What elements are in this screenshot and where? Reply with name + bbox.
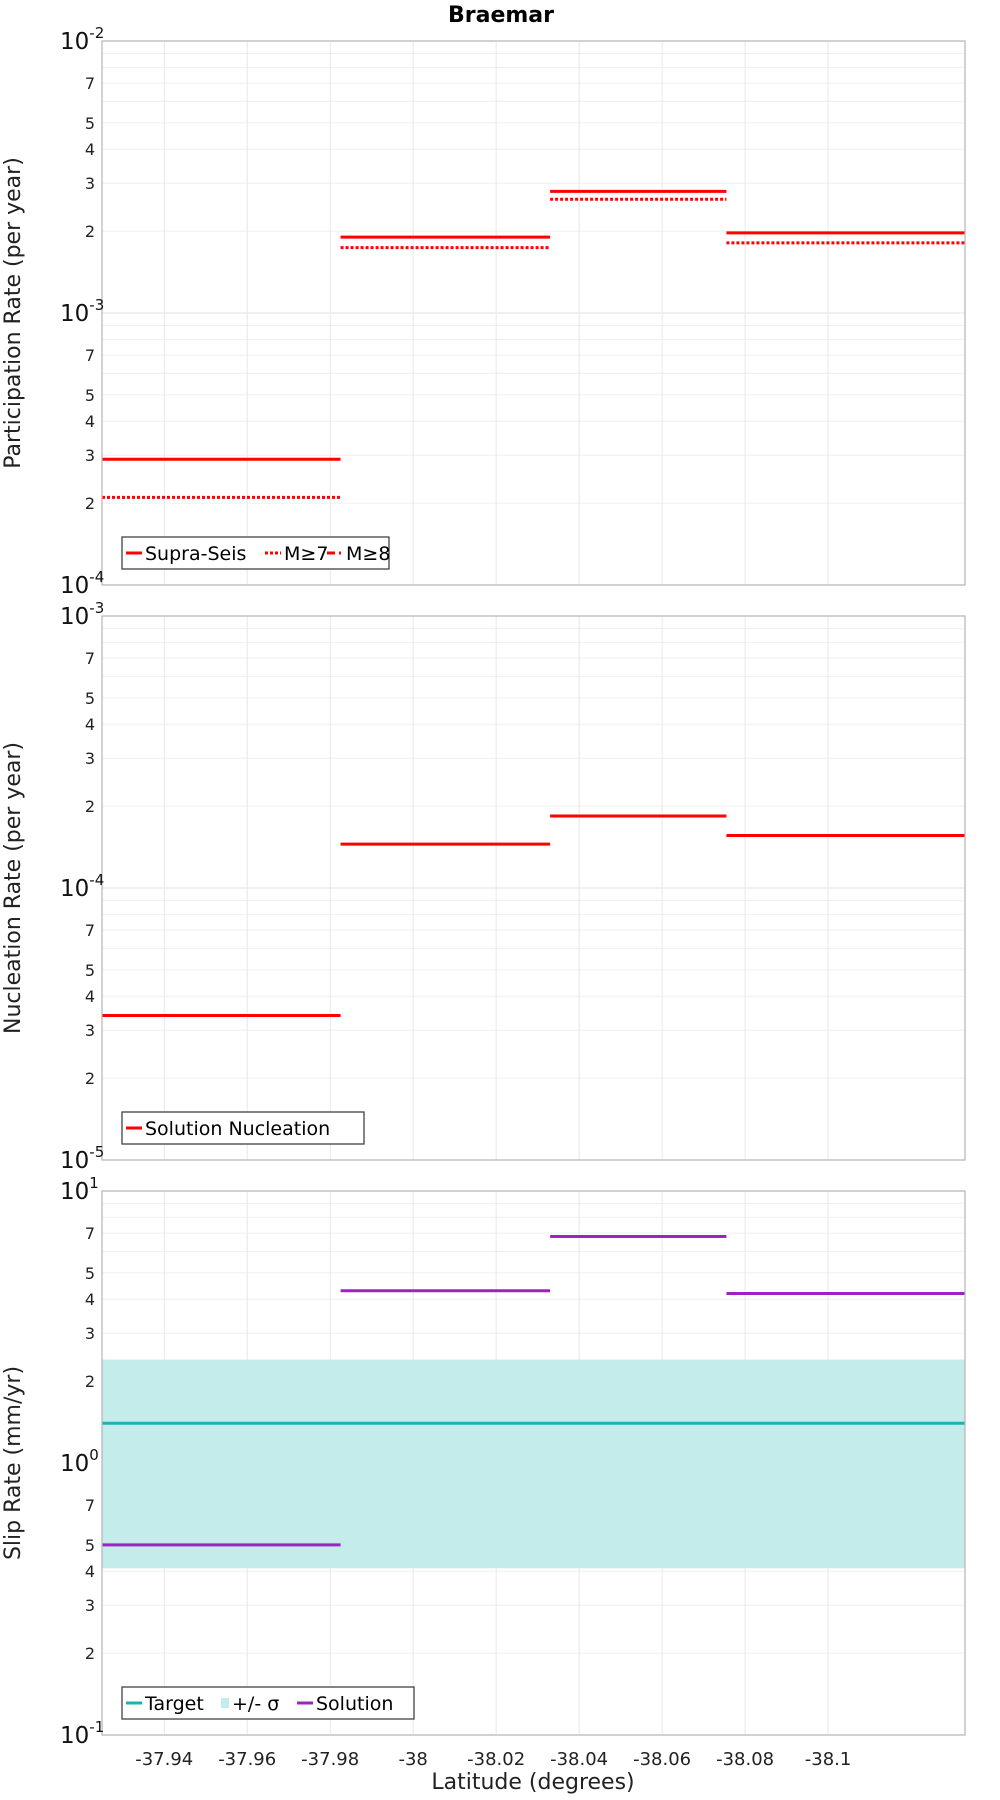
y-minor-tick-label: 2: [85, 1644, 95, 1663]
x-axis-label: Latitude (degrees): [431, 1770, 634, 1795]
y-minor-tick-label: 5: [85, 689, 95, 708]
y-axis-label: Slip Rate (mm/yr): [1, 1366, 26, 1560]
y-minor-tick-label: 2: [85, 797, 95, 816]
plot-frame: [101, 1190, 966, 1736]
sigma-band: [102, 1359, 965, 1569]
y-axis-label: Nucleation Rate (per year): [1, 742, 26, 1034]
y-minor-tick-label: 7: [85, 346, 95, 365]
y-minor-tick-label: 2: [85, 1372, 95, 1391]
y-minor-tick-label: 7: [85, 649, 95, 668]
y-minor-tick-label: 5: [85, 1264, 95, 1283]
y-minor-tick-label: 2: [85, 1069, 95, 1088]
x-tick-label: -38: [398, 1749, 427, 1770]
legend-label: Target: [144, 1693, 204, 1715]
y-tick-label: 10-5: [60, 1143, 104, 1174]
y-minor-tick-label: 4: [85, 1562, 95, 1581]
legend-label: M≥7: [284, 543, 328, 565]
y-tick-label: 10-3: [60, 296, 104, 327]
y-minor-tick-label: 3: [85, 1324, 95, 1343]
y-tick-label: 10-2: [60, 24, 104, 55]
y-minor-tick-label: 5: [85, 961, 95, 980]
legend-label: M≥8: [346, 543, 390, 565]
y-minor-tick-label: 4: [85, 1290, 95, 1309]
plot-frame: [101, 615, 966, 1161]
y-minor-tick-label: 2: [85, 222, 95, 241]
y-tick-label: 100: [60, 1446, 99, 1477]
chart-title: Braemar: [448, 3, 554, 28]
legend-label: Solution Nucleation: [145, 1118, 330, 1140]
y-tick-exponent: -4: [89, 568, 104, 586]
y-tick-exponent: 0: [89, 1446, 99, 1464]
y-tick-label: 10-3: [60, 599, 104, 630]
y-minor-tick-label: 3: [85, 749, 95, 768]
chart-panel-2: 10-5 2 3 4 5 7 10-4 2 3 4 5 7 10-3 Nucleation Rate (p…: [1, 599, 966, 1174]
legend-box: [121, 1686, 415, 1720]
x-tick-label: -37.96: [218, 1749, 276, 1770]
x-tick-label: -38.08: [716, 1749, 774, 1770]
y-minor-tick-label: 4: [85, 987, 95, 1006]
y-tick-exponent: -2: [89, 24, 104, 42]
y-minor-tick-label: 7: [85, 74, 95, 93]
y-tick-exponent: -1: [89, 1718, 104, 1736]
y-tick-exponent: -5: [89, 1143, 104, 1161]
y-minor-tick-label: 5: [85, 1536, 95, 1555]
legend-box: [121, 1111, 365, 1145]
legend-label: Solution: [316, 1693, 393, 1715]
legend: Target +/- σ Solution: [121, 1686, 415, 1720]
x-tick-label: -38.04: [550, 1749, 608, 1770]
y-minor-tick-label: 3: [85, 1021, 95, 1040]
y-minor-tick-label: 7: [85, 921, 95, 940]
x-tick-label: -38.02: [467, 1749, 525, 1770]
y-tick-exponent: -3: [89, 296, 104, 314]
legend-label: +/- σ: [232, 1693, 279, 1715]
plot-frame: [101, 40, 966, 586]
x-tick-label: -38.06: [633, 1749, 691, 1770]
y-axis-label: Participation Rate (per year): [1, 157, 26, 469]
y-minor-tick-label: 4: [85, 412, 95, 431]
y-minor-tick-label: 7: [85, 1224, 95, 1243]
legend: Solution Nucleation: [121, 1111, 365, 1145]
y-minor-tick-label: 4: [85, 140, 95, 159]
legend-box: [121, 536, 390, 570]
x-tick-label: -38.1: [805, 1749, 852, 1770]
y-minor-tick-label: 7: [85, 1496, 95, 1515]
y-minor-tick-label: 3: [85, 446, 95, 465]
y-minor-tick-label: 3: [85, 1596, 95, 1615]
x-tick-label: -37.98: [301, 1749, 359, 1770]
y-minor-tick-label: 4: [85, 715, 95, 734]
y-minor-tick-label: 5: [85, 114, 95, 133]
y-minor-tick-label: 5: [85, 386, 95, 405]
x-tick-label: -37.94: [135, 1749, 193, 1770]
legend-label: Supra-Seis: [145, 543, 246, 565]
y-tick-label: 10-4: [60, 568, 104, 599]
legend-swatch: [221, 1698, 229, 1708]
y-minor-tick-label: 3: [85, 174, 95, 193]
y-tick-exponent: -4: [89, 871, 104, 889]
y-minor-tick-label: 2: [85, 494, 95, 513]
y-tick-exponent: -3: [89, 599, 104, 617]
y-tick-label: 10-1: [60, 1718, 104, 1749]
y-tick-label: 10-4: [60, 871, 104, 902]
y-tick-exponent: 1: [89, 1174, 99, 1192]
y-tick-label: 101: [60, 1174, 99, 1205]
legend: Supra-Seis M≥7 M≥8: [121, 536, 390, 570]
chart-panel-1: 10-4 2 3 4 5 7 10-3 2 3 4 5 7 10-2 Participation Rate…: [1, 24, 966, 599]
